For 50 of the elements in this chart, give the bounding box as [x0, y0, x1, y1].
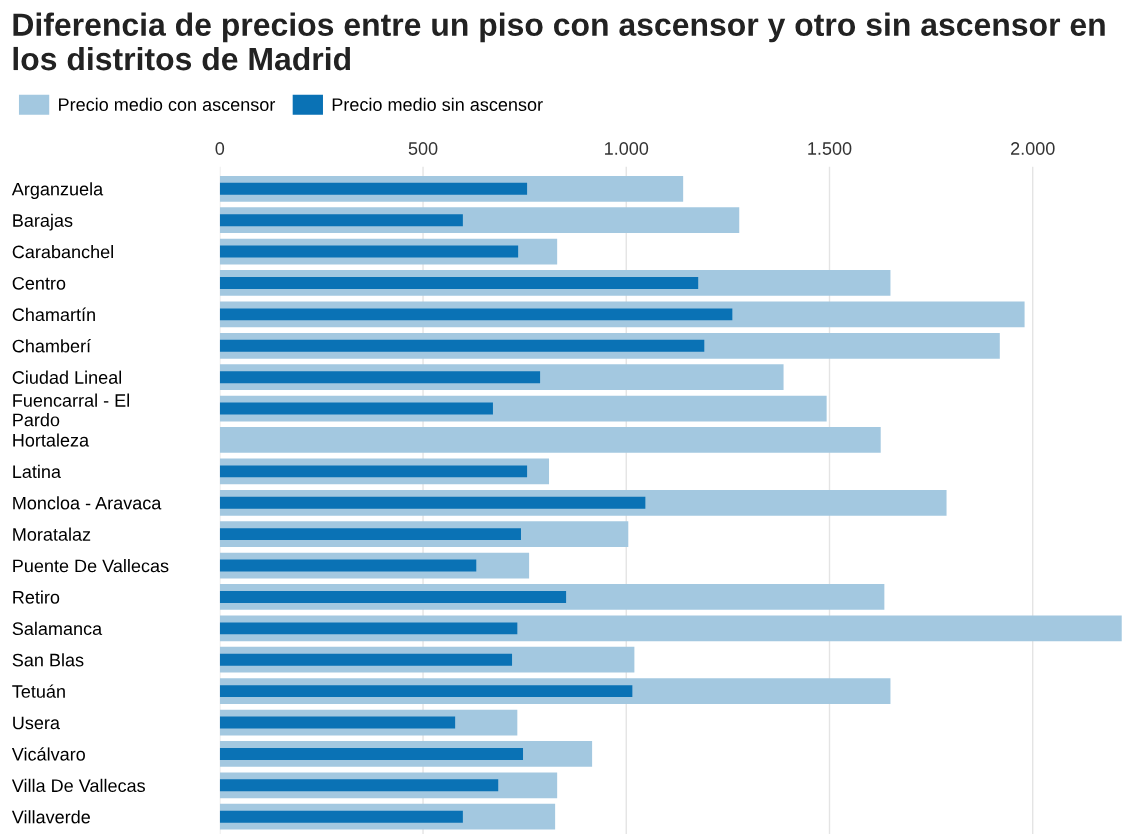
- x-tick-label: 500: [408, 142, 438, 155]
- y-tick-label: Salamanca: [12, 621, 103, 636]
- chart-title: Diferencia de precios entre un piso con ascensor y otro sin ascensor en los distritos de Madrid: [13, 12, 1105, 71]
- bar: [219, 779, 499, 792]
- y-tick-label: Puente De Vallecas: [13, 559, 169, 573]
- bar: [219, 214, 463, 227]
- legend-label: Precio medio con ascensor: [59, 97, 276, 111]
- bar: [219, 810, 463, 823]
- bar: [219, 427, 881, 453]
- y-tick-label: Retiro: [13, 590, 60, 604]
- y-tick-label: Chamartín: [12, 307, 95, 322]
- y-tick-label: Vicálvaro: [11, 747, 85, 761]
- y-tick-label: Carabanchel: [12, 245, 113, 259]
- bar: [219, 685, 633, 698]
- bar: [219, 465, 528, 478]
- y-tick-label: Centro: [12, 276, 66, 290]
- x-tick-label: 1.500: [808, 142, 852, 155]
- y-tick-label: Moratalaz: [13, 527, 91, 541]
- bar: [219, 528, 521, 541]
- y-tick-label: Fuencarral - El Pardo: [13, 393, 129, 427]
- bar: [219, 622, 518, 635]
- bar: [219, 590, 567, 603]
- x-tick-label: 2.000: [1011, 142, 1055, 155]
- bar: [219, 402, 493, 415]
- y-tick-label: Villa De Vallecas: [11, 778, 145, 793]
- bar: [219, 559, 477, 572]
- y-tick-label: San Blas: [12, 653, 84, 667]
- bar: [219, 716, 456, 729]
- bar: [219, 182, 528, 195]
- y-tick-label: Usera: [13, 716, 60, 730]
- legend-label: Precio medio sin ascensor: [332, 97, 543, 111]
- y-tick-label: Tetuán: [12, 684, 65, 698]
- y-tick-label: Hortaleza: [13, 433, 90, 447]
- y-tick-label: Arganzuela: [11, 182, 104, 200]
- y-tick-label: Moncloa - Aravaca: [13, 496, 162, 510]
- y-tick-label: Barajas: [13, 213, 73, 231]
- bar: [219, 653, 513, 666]
- bar: [219, 308, 733, 321]
- x-tick-label: 1.000: [605, 142, 649, 155]
- y-tick-label: Latina: [13, 464, 61, 479]
- bar: [219, 747, 524, 760]
- y-tick-label: Ciudad Lineal: [12, 370, 122, 384]
- y-tick-label: Villaverde: [11, 810, 90, 824]
- bar: [219, 245, 519, 258]
- y-tick-label: Chamberí: [12, 339, 91, 353]
- bar: [219, 277, 699, 289]
- x-tick-label: 0: [215, 142, 225, 155]
- bar: [219, 496, 646, 509]
- bar: [219, 371, 541, 384]
- bar: [219, 339, 705, 352]
